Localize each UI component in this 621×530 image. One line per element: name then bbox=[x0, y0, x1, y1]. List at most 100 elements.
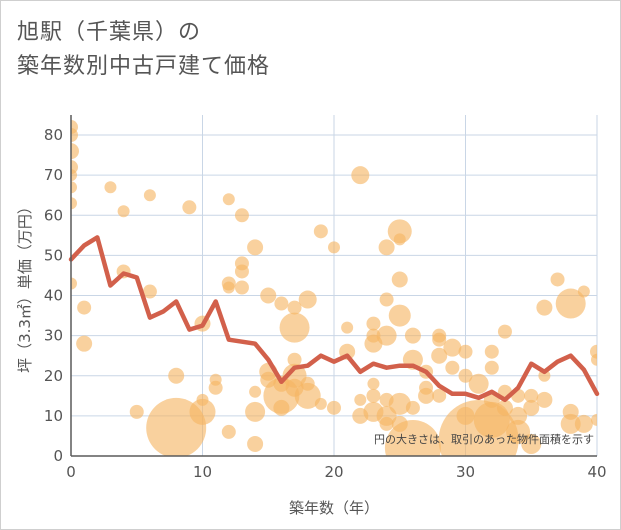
bubble-point bbox=[524, 388, 539, 403]
axes bbox=[70, 115, 597, 457]
bubble-point bbox=[222, 281, 235, 294]
bubble-point bbox=[521, 433, 542, 454]
y-tick-label: 50 bbox=[44, 246, 63, 264]
bubble-point bbox=[404, 327, 421, 344]
bubble-point bbox=[143, 189, 156, 202]
bubble-point bbox=[71, 181, 77, 194]
x-tick-label: 0 bbox=[66, 463, 76, 481]
bubble-point bbox=[384, 419, 441, 456]
x-tick-label: 30 bbox=[456, 463, 475, 481]
bubble-point bbox=[117, 205, 130, 218]
bubble-point bbox=[468, 373, 489, 394]
bubble-point bbox=[234, 264, 249, 279]
bubble-point bbox=[388, 304, 411, 327]
bubble-point bbox=[247, 435, 264, 452]
bubble-point bbox=[418, 387, 435, 404]
bubble-point bbox=[391, 271, 408, 288]
bubble-point bbox=[484, 360, 499, 375]
bubble-point bbox=[393, 233, 406, 246]
bubble-point bbox=[509, 406, 528, 425]
y-tick-label: 60 bbox=[44, 206, 63, 224]
bubble-point bbox=[366, 316, 381, 331]
bubble-point bbox=[279, 312, 310, 343]
bubble-point bbox=[71, 143, 79, 160]
bubble-point bbox=[298, 290, 317, 309]
bubble-point bbox=[221, 424, 236, 439]
x-tick-label: 40 bbox=[587, 463, 606, 481]
bubble-point bbox=[71, 169, 77, 182]
chart-title-line-1: 旭駅（千葉県）の bbox=[17, 20, 202, 45]
bubble-point bbox=[234, 280, 249, 295]
bubble-point bbox=[432, 388, 447, 403]
trend-line-group bbox=[68, 235, 600, 403]
bubble-point bbox=[366, 388, 381, 403]
bubble-series bbox=[71, 120, 597, 456]
bubble-point bbox=[523, 399, 540, 416]
bubble-point bbox=[484, 344, 499, 359]
bubble-point bbox=[287, 352, 302, 367]
x-tick-label: 10 bbox=[193, 463, 212, 481]
bubble-point bbox=[129, 404, 144, 419]
bubble-point bbox=[313, 224, 328, 239]
bubble-point bbox=[379, 292, 394, 307]
tick-labels: 0 10 20 30 40 50 60 70 80 0 10 20 30 40 bbox=[44, 126, 607, 481]
y-tick-label: 30 bbox=[44, 327, 63, 345]
bubble-point bbox=[249, 385, 262, 398]
bubble-point bbox=[555, 288, 586, 319]
bubble-point bbox=[379, 416, 394, 431]
bubble-point bbox=[71, 197, 77, 210]
bubble-point bbox=[432, 332, 447, 347]
bubble-point bbox=[458, 368, 473, 383]
bubble-point bbox=[142, 284, 157, 299]
bubble-point bbox=[560, 413, 581, 434]
y-tick-label: 10 bbox=[44, 407, 63, 425]
bubble-point bbox=[222, 193, 235, 206]
bubble-point bbox=[77, 300, 92, 315]
bubble-point bbox=[550, 272, 565, 287]
bubble-point bbox=[294, 382, 321, 409]
chart-title: 旭駅（千葉県）の 築年数別中古戸建て価格 bbox=[17, 16, 270, 84]
bubble-point bbox=[354, 393, 367, 406]
bubble-point bbox=[208, 380, 223, 395]
y-tick-label: 0 bbox=[53, 447, 63, 465]
bubble-point bbox=[536, 391, 553, 408]
bubble-point bbox=[496, 399, 513, 416]
bubble-point bbox=[388, 392, 411, 415]
bubble-point bbox=[328, 241, 340, 254]
bubble-point bbox=[168, 367, 185, 384]
average-price-line bbox=[68, 235, 600, 403]
bubble-point bbox=[189, 398, 216, 425]
bubble-point bbox=[234, 208, 249, 223]
bubble-point bbox=[71, 277, 77, 290]
chart-title-line-2: 築年数別中古戸建て価格 bbox=[17, 54, 271, 79]
bubble-point bbox=[274, 296, 289, 311]
bubble-point bbox=[591, 353, 597, 366]
bubble-point bbox=[247, 239, 264, 256]
bubble-point bbox=[387, 219, 412, 244]
bubble-size-note: 円の大きさは、取引のあった物件面積を示す bbox=[374, 432, 594, 446]
bubble-point bbox=[376, 325, 397, 346]
y-tick-label: 40 bbox=[44, 287, 63, 305]
bubble-point bbox=[260, 287, 277, 304]
bubble-point bbox=[367, 377, 380, 390]
bubble-point bbox=[341, 321, 354, 334]
bubble-point bbox=[104, 181, 117, 194]
bubble-point bbox=[314, 397, 327, 410]
bubble-point bbox=[443, 338, 462, 357]
bubble-point bbox=[245, 401, 266, 422]
x-axis-label: 築年数（年） bbox=[289, 499, 379, 517]
bubble-point bbox=[405, 400, 420, 415]
bubble-point bbox=[327, 400, 341, 415]
bubble-point bbox=[76, 335, 93, 352]
y-axis-label: 坪（3.3㎡）単価（万円） bbox=[16, 199, 34, 373]
y-tick-label: 20 bbox=[44, 367, 63, 385]
bubble-point bbox=[445, 360, 460, 375]
bubble-point bbox=[458, 344, 473, 359]
bubble-point bbox=[287, 300, 302, 315]
bubble-point bbox=[273, 399, 290, 416]
y-tick-label: 70 bbox=[44, 166, 63, 184]
bubble-point bbox=[378, 239, 395, 256]
x-tick-label: 20 bbox=[324, 463, 343, 481]
bubble-point bbox=[591, 413, 597, 426]
